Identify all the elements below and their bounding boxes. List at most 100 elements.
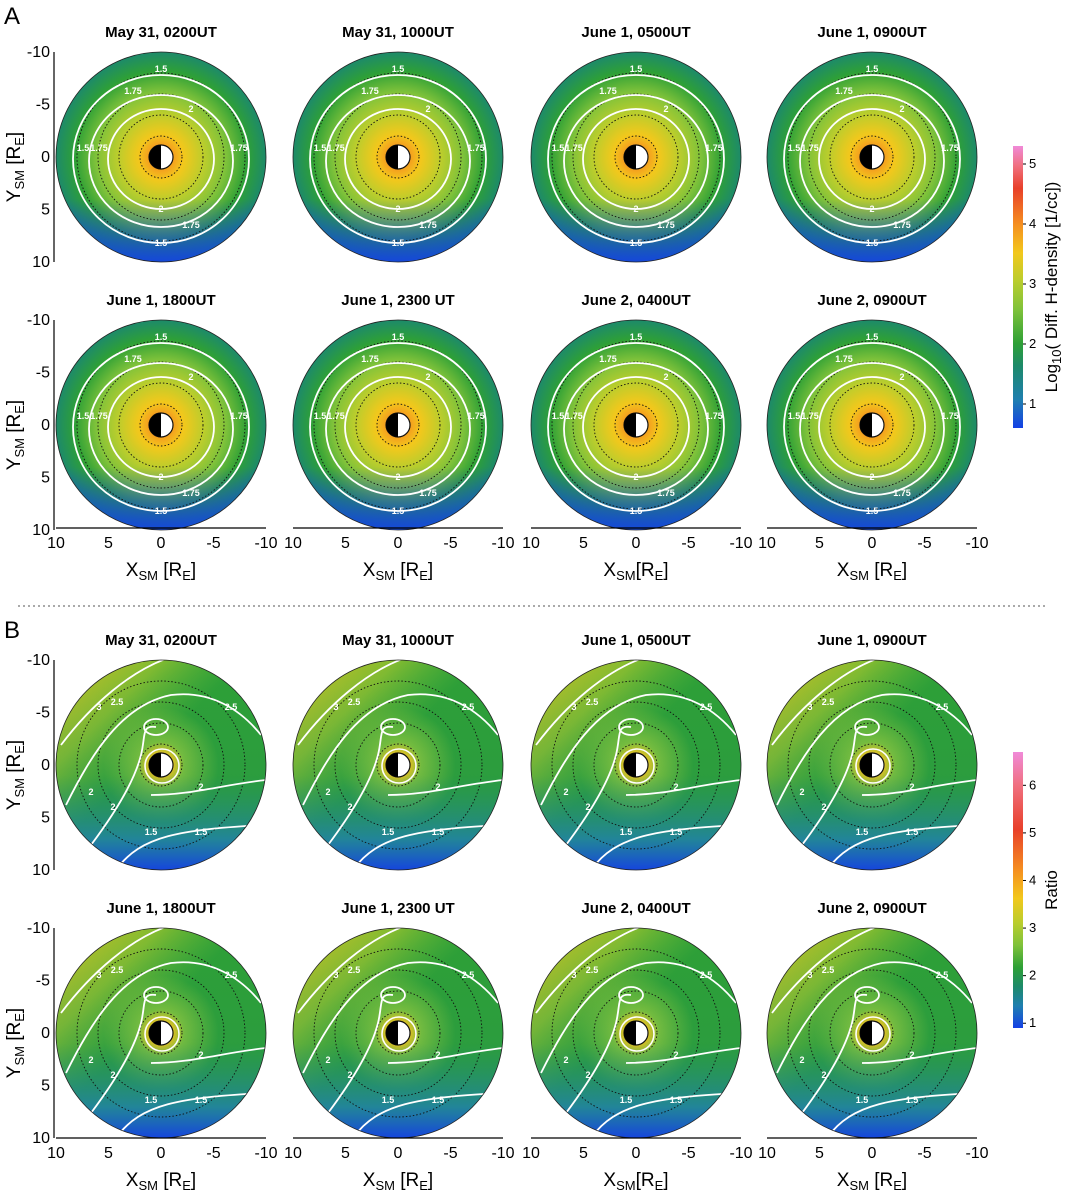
contour-label: 2	[158, 204, 163, 214]
plot-boundary	[530, 659, 742, 871]
plot-boundary	[55, 659, 267, 871]
contour-line-2	[582, 108, 690, 210]
earth-nightside	[860, 413, 872, 437]
x-tick-label: 5	[579, 1145, 588, 1162]
contour-label: 2	[347, 802, 352, 812]
y-tick-label: 5	[41, 202, 50, 219]
contour-label: 1.75	[565, 411, 583, 421]
contour-label: 1.75	[467, 411, 485, 421]
contour-label: 2.5	[225, 970, 238, 980]
x-tick-label: -10	[254, 535, 277, 552]
contour-label: 2	[869, 472, 874, 482]
contour-line-2	[150, 779, 266, 796]
contour-label: 1.5	[630, 238, 643, 248]
contour-label: 1.75	[124, 86, 142, 96]
contour-line-1.5	[115, 1092, 262, 1138]
earth-nightside	[624, 145, 636, 169]
colorbar-tick-label: 4	[1029, 216, 1036, 231]
contour-line-1.75	[88, 362, 234, 496]
subplot-title: May 31, 1000UT	[342, 632, 454, 649]
contour-label: 1.5	[145, 827, 158, 837]
colorbar-tick-label: 1	[1029, 396, 1036, 411]
contour-label: 1.5	[856, 1095, 869, 1105]
colorbar-tick-label: 2	[1029, 336, 1036, 351]
subplot-title: June 2, 0900UT	[817, 292, 926, 309]
radial-distance-ring	[355, 114, 441, 200]
contour-label: 1.5	[630, 332, 643, 342]
radial-distance-ring	[787, 680, 957, 850]
contour-line-2	[387, 1047, 503, 1064]
contour-line-2	[107, 108, 215, 210]
contour-label: 1.75	[419, 220, 437, 230]
contour-label: 1.5	[77, 411, 90, 421]
contour-line-1.5	[783, 342, 961, 512]
contour-label: 2	[188, 372, 193, 382]
contour-label: 2	[673, 782, 678, 792]
x-tick-label: 10	[284, 535, 302, 552]
y-tick-label: -10	[27, 44, 50, 61]
contour-label: 2.5	[700, 970, 713, 980]
contour-label: 1.75	[182, 220, 200, 230]
contour-label: 2	[347, 1070, 352, 1080]
contour-label: 2	[821, 802, 826, 812]
colorbar-tick-label: 4	[1029, 872, 1036, 887]
contour-line-1.75	[325, 94, 471, 228]
x-axis-label: XSM [RE]	[126, 560, 196, 583]
subplot: June 1, 0900UT 3 2.5 2.5 2 2 1.5 1.5 2	[766, 632, 978, 871]
radial-distance-ring	[97, 361, 225, 489]
radial-distance-ring	[355, 990, 441, 1076]
contour-label: 1.75	[361, 86, 379, 96]
radial-distance-ring	[850, 743, 894, 787]
contour-line-1.5	[309, 342, 487, 512]
colorbar	[1013, 146, 1023, 428]
contour-label: 1.5	[620, 827, 633, 837]
radial-distance-ring	[118, 114, 204, 200]
earth-nightside	[624, 413, 636, 437]
plot-boundary	[530, 319, 742, 531]
contour-line-2.5	[381, 1016, 417, 1052]
x-tick-label: 10	[522, 535, 540, 552]
contour-line-1.5	[590, 824, 737, 870]
contour-label: 2	[799, 1055, 804, 1065]
radial-distance-ring	[787, 340, 957, 510]
contour-label: 2	[88, 787, 93, 797]
contour-line-3	[771, 928, 883, 1014]
contour-label: 1.5	[145, 1095, 158, 1105]
contour-line-2.5	[776, 693, 973, 806]
plot-boundary	[292, 659, 504, 871]
contour-label: 1.5	[392, 332, 405, 342]
plot-boundary	[55, 319, 267, 531]
radial-distance-ring	[355, 382, 441, 468]
contour-label: 2.5	[111, 965, 124, 975]
y-tick-label: -5	[36, 705, 50, 722]
contour-line-2	[861, 779, 977, 796]
contour-line-3	[297, 660, 409, 746]
contour-label: 1.5	[432, 1095, 445, 1105]
y-tick-label: -5	[36, 365, 50, 382]
contour-line-2	[618, 986, 644, 1004]
contour-label: 2.5	[111, 697, 124, 707]
contour-label: 1.75	[941, 411, 959, 421]
contour-line-2.5	[302, 693, 499, 806]
radial-distance-ring	[551, 72, 721, 242]
contour-line-1.5	[309, 74, 487, 244]
x-tick-label: 5	[341, 535, 350, 552]
x-tick-label: 0	[632, 535, 641, 552]
radial-distance-ring	[76, 948, 246, 1118]
y-tick-label: 0	[41, 1025, 50, 1042]
radial-distance-ring	[139, 1011, 183, 1055]
radial-distance-ring	[593, 382, 679, 468]
contour-label: 1.5	[195, 1095, 208, 1105]
radial-distance-ring	[572, 361, 700, 489]
x-tick-label: 10	[284, 1145, 302, 1162]
subplot-title: June 1, 0900UT	[817, 24, 926, 41]
contour-label: 2	[899, 104, 904, 114]
contour-line-3	[771, 660, 883, 746]
contour-label: 3	[571, 970, 576, 980]
contour-label: 1.5	[620, 1095, 633, 1105]
x-tick-label: -10	[965, 535, 988, 552]
contour-label: 1.75	[893, 488, 911, 498]
subplot: June 1, 0500UT 3 2.5 2.5 2 2 1.5 1.5 2	[530, 632, 742, 871]
contour-label: 2	[198, 782, 203, 792]
